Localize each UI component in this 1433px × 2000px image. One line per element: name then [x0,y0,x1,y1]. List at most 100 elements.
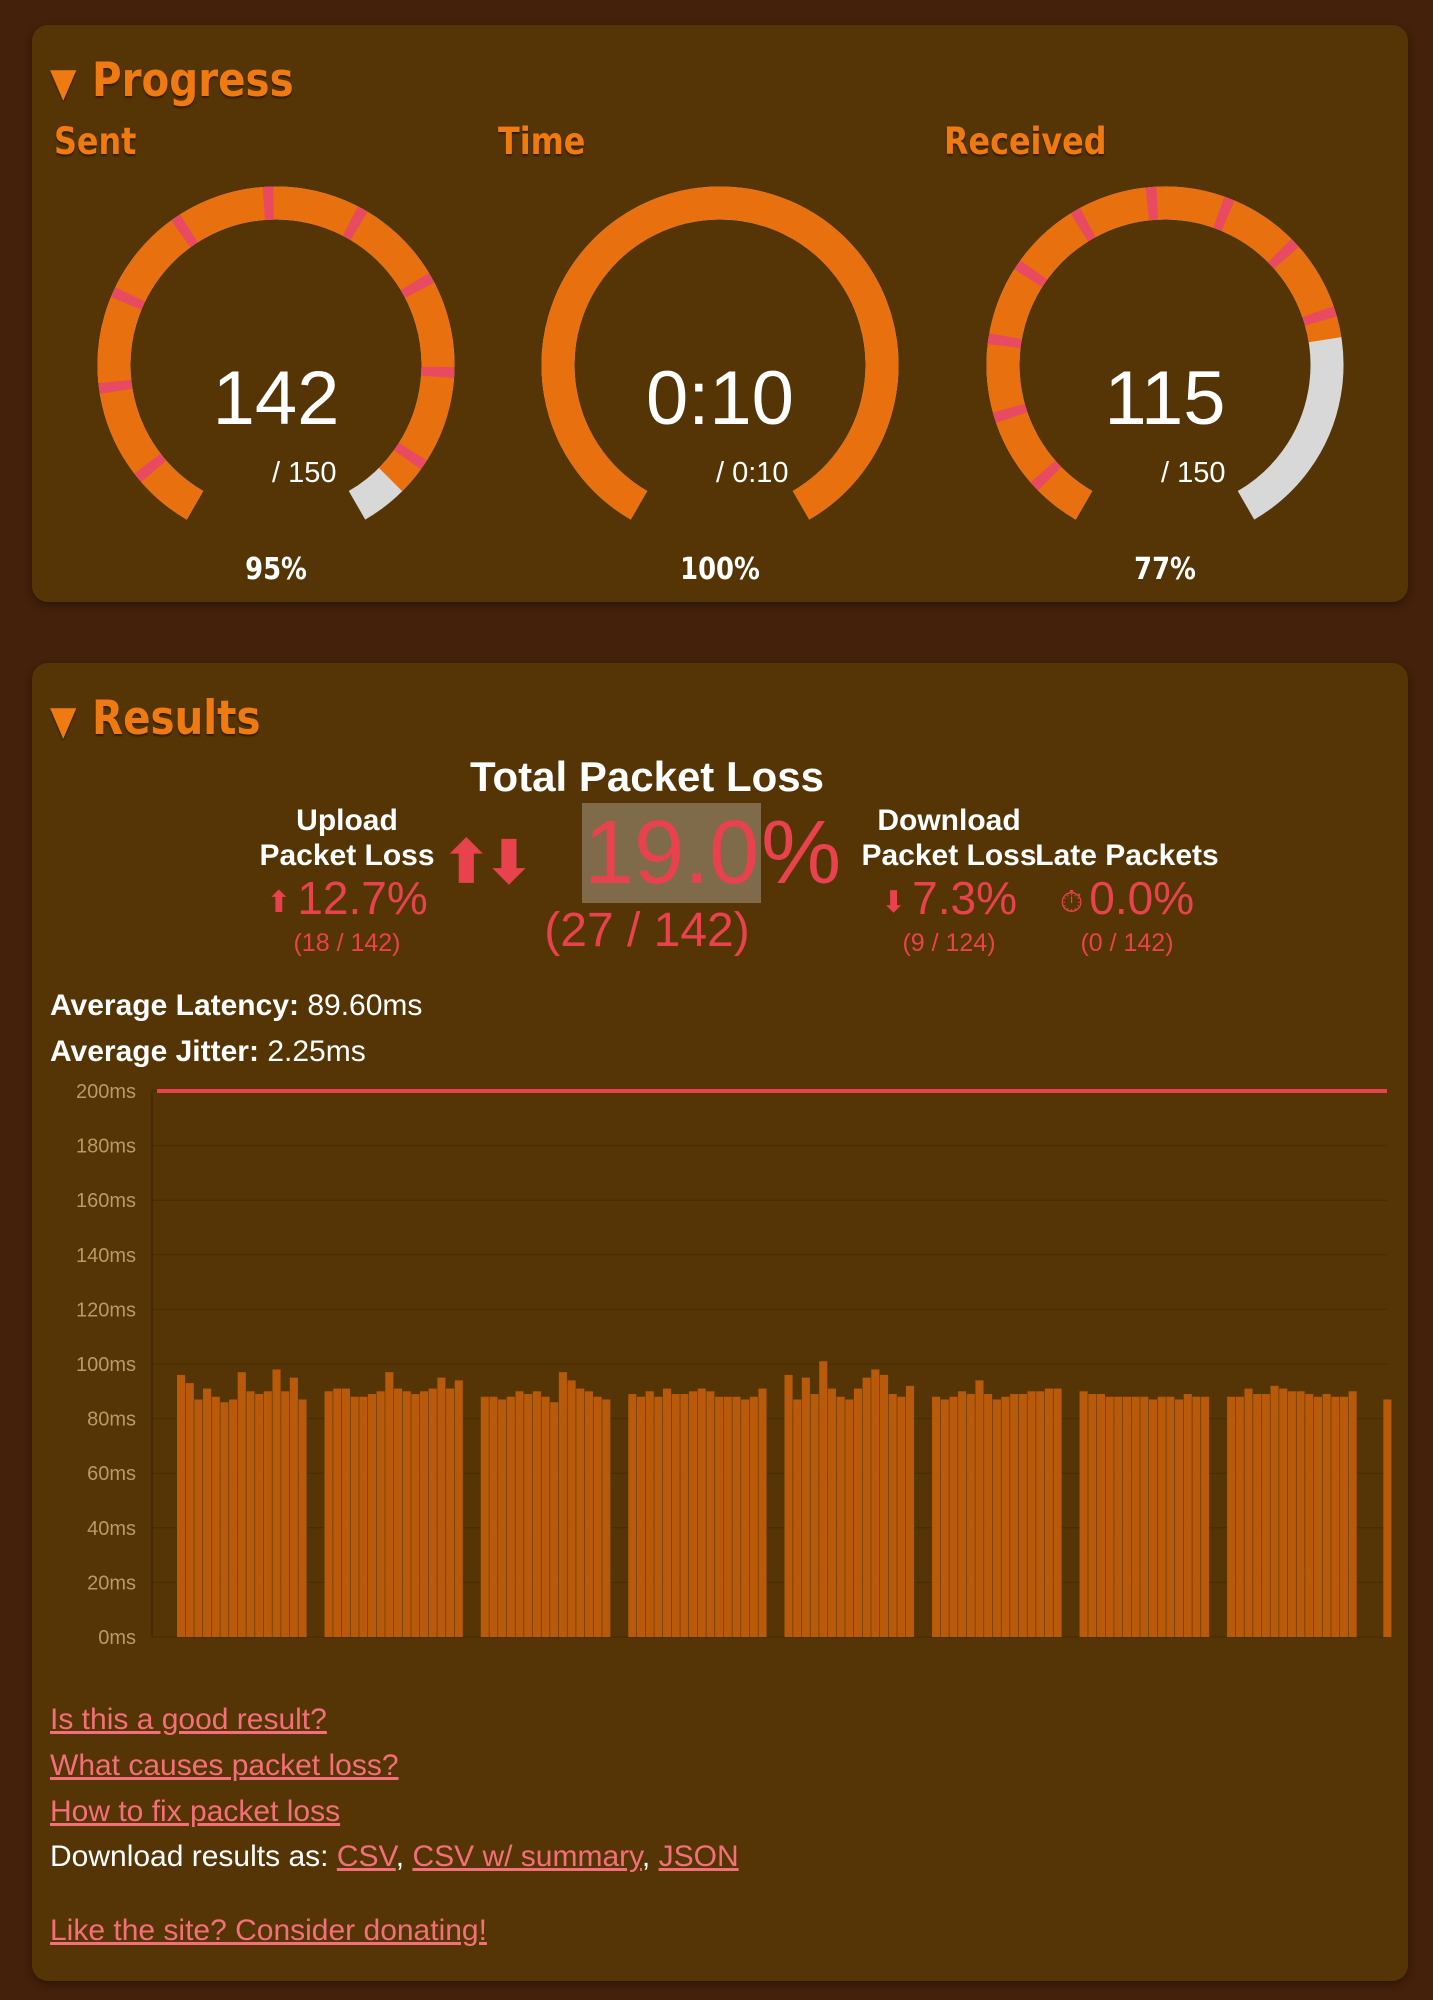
link-fix[interactable]: How to fix packet loss [50,1795,341,1828]
latency-bar [255,1394,264,1637]
latency-bar [437,1377,446,1637]
latency-bar [680,1394,689,1637]
latency-bar [1053,1388,1062,1637]
latency-bar [1036,1391,1045,1637]
gauge-time-percent: 100% [680,552,760,587]
latency-bar [550,1402,559,1637]
gauge-fill [97,186,455,520]
latency-bar [420,1391,429,1637]
gauge-lost-tick [992,403,1028,423]
latency-bar [879,1374,889,1637]
gauge-lost-tick [1302,306,1337,326]
progress-title: Progress [91,53,294,108]
download-csv-summary-link[interactable]: CSV w/ summary [412,1840,642,1873]
latency-bar [593,1396,602,1637]
gauge-sent-ring [97,186,455,520]
latency-bar [298,1399,307,1637]
upload-label-line1: Upload [296,804,398,837]
latency-bar [1131,1396,1140,1637]
gauge-sent-percent: 95% [245,552,307,587]
latency-bar [446,1388,455,1637]
link-good-result[interactable]: Is this a good result? [50,1703,327,1736]
latency-bar [1287,1391,1296,1637]
latency-bar [237,1372,246,1637]
chart-y-tick-label: 60ms [87,1463,136,1485]
late-packets-percent: 0.0% [1089,872,1195,924]
latency-bar [211,1396,220,1637]
latency-bar [784,1374,793,1637]
gauge-lost-tick [1213,196,1235,232]
gauge-lost-tick [98,379,133,394]
latency-bar [888,1394,897,1637]
chart-y-tick-label: 140ms [76,1245,136,1267]
latency-bar [220,1402,229,1637]
latency-bar [992,1399,1001,1637]
late-packets-fraction: (0 / 142) [1080,929,1174,957]
latency-bar [906,1385,915,1637]
download-label-line2: Packet Loss [861,839,1037,872]
latency-bar [801,1377,810,1637]
latency-bar [749,1396,758,1637]
chart-y-tick-label: 120ms [76,1299,136,1321]
gauge-received-percent: 77% [1134,552,1196,587]
latency-bar [515,1391,524,1637]
total-loss-percent-sign: % [761,803,842,903]
latency-bar [871,1369,880,1637]
latency-bar [836,1396,845,1637]
latency-bar [949,1396,958,1637]
latency-bar [932,1396,941,1637]
latency-bar [576,1388,585,1637]
average-jitter-label: Average Jitter: [50,1035,259,1068]
latency-bar [532,1391,541,1637]
latency-bar [897,1396,906,1637]
total-packet-loss-value: 19.0% [582,803,841,903]
late-packets-value: ⏱ 0.0% [1022,873,1232,928]
stopwatch-icon: ⏱ [1059,886,1084,919]
latency-bar [958,1391,967,1637]
download-packet-loss: Download Packet Loss ⬇ 7.3% (9 / 124) [814,803,1084,958]
results-title: Results [91,691,261,746]
latency-bar [1027,1391,1036,1637]
latency-bar [454,1380,463,1637]
download-json-link[interactable]: JSON [658,1840,739,1873]
latency-bar [1175,1399,1184,1637]
latency-bar [862,1377,871,1637]
total-packet-loss-fraction: (27 / 142) [544,904,750,957]
latency-chart: 0ms 20ms 40ms 60ms 80ms 100ms 120ms 140ms 160ms 1… [76,1081,1392,1649]
late-packets-label: Late Packets [1035,839,1219,872]
chart-y-tick-label: 0ms [98,1627,136,1649]
latency-bar [1096,1394,1106,1637]
download-results-label: Download results as: [50,1840,329,1873]
gauge-sent: 142 / 150 95% [96,185,456,587]
gauge-lost-tick [171,214,198,248]
upload-label-line2: Packet Loss [259,839,435,872]
gauge-label-time: Time [498,120,586,163]
results-section-toggle[interactable]: ▼ Results [50,691,261,746]
gauge-sent-total: / 150 [272,457,337,489]
latency-bar [1383,1399,1392,1637]
gauge-lost-tick [342,206,368,241]
latency-bar [1105,1396,1114,1637]
latency-bar [732,1396,741,1637]
latency-bar [246,1391,255,1637]
progress-panel: ▼ Progress Sent Time Received 142 / 150 9… [32,25,1408,602]
latency-bar [1183,1394,1192,1637]
download-loss-value: ⬇ 7.3% [814,873,1084,928]
link-causes[interactable]: What causes packet loss? [50,1749,399,1782]
latency-bar [1018,1394,1027,1637]
donate-link[interactable]: Like the site? Consider donating! [50,1914,487,1947]
link-causes-row: What causes packet loss? [50,1749,399,1783]
latency-bar [341,1388,350,1637]
download-csv-link[interactable]: CSV [336,1840,396,1873]
latency-bar [741,1399,750,1637]
latency-bar [940,1399,949,1637]
latency-bar [966,1394,975,1637]
latency-bar [1227,1396,1236,1637]
upload-packet-loss: Upload Packet Loss ⬆ 12.7% (18 / 142) [207,803,487,958]
progress-section-toggle[interactable]: ▼ Progress [50,53,294,108]
gauge-lost-tick [1030,460,1062,491]
latency-bar [524,1394,533,1637]
latency-bar [506,1396,515,1637]
gauge-lost-tick [400,273,435,298]
chart-y-tick-label: 20ms [87,1572,136,1594]
